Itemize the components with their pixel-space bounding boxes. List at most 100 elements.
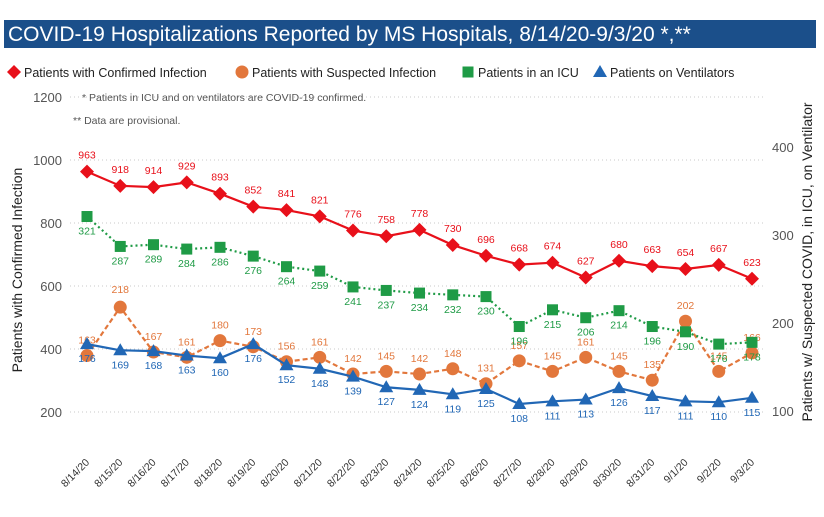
- left-tick-label: 600: [40, 279, 62, 294]
- data-point-patients-in-an-icu: [646, 321, 658, 333]
- data-point-patients-with-confirmed-infection: [678, 261, 693, 276]
- data-label-patients-on-ventilators: 160: [211, 367, 229, 379]
- data-label-patients-with-suspected-infection: 131: [477, 363, 495, 375]
- data-label-patients-with-confirmed-infection: 674: [544, 241, 562, 253]
- data-label-patients-on-ventilators: 152: [278, 374, 296, 386]
- data-label-patients-with-confirmed-infection: 893: [211, 172, 229, 184]
- legend: Patients with Confirmed Infection Patient…: [7, 65, 734, 80]
- data-point-patients-with-confirmed-infection: [645, 259, 660, 274]
- data-point-patients-with-suspected-infection: [679, 314, 692, 328]
- left-axis-ticks: 200 400 600 800 1000 1200: [33, 90, 62, 420]
- data-label-patients-with-confirmed-infection: 667: [710, 243, 728, 255]
- data-label-patients-in-an-icu: 289: [145, 254, 163, 266]
- data-point-patients-on-ventilators: [80, 337, 94, 350]
- data-label-patients-with-confirmed-infection: 654: [677, 247, 695, 259]
- data-point-patients-with-confirmed-infection: [80, 164, 94, 179]
- data-label-patients-in-an-icu: 241: [344, 296, 362, 308]
- data-point-patients-on-ventilators: [379, 380, 394, 393]
- data-label-patients-with-suspected-infection: 145: [710, 350, 728, 362]
- x-tick-label: 8/19/20: [225, 457, 258, 490]
- data-point-patients-on-ventilators: [213, 351, 227, 364]
- data-label-patients-with-confirmed-infection: 668: [510, 243, 528, 255]
- data-point-patients-in-an-icu: [680, 326, 691, 338]
- data-point-patients-on-ventilators: [479, 382, 493, 394]
- data-point-patients-on-ventilators: [512, 396, 527, 409]
- data-point-patients-on-ventilators: [711, 395, 726, 408]
- x-tick-label: 8/25/20: [425, 457, 458, 490]
- data-label-patients-with-confirmed-infection: 680: [610, 239, 628, 251]
- data-label-patients-with-suspected-infection: 145: [610, 350, 628, 362]
- title-bar: COVID-19 Hospitalizations Reported by MS…: [0, 0, 824, 50]
- data-label-patients-with-confirmed-infection: 776: [344, 209, 362, 221]
- data-point-patients-on-ventilators: [578, 392, 593, 405]
- x-tick-label: 8/23/20: [358, 457, 391, 490]
- data-label-patients-on-ventilators: 139: [344, 386, 362, 398]
- left-tick-label: 400: [40, 342, 62, 357]
- data-point-patients-on-ventilators: [179, 348, 194, 361]
- data-label-patients-in-an-icu: 284: [178, 258, 196, 270]
- data-point-patients-in-an-icu: [347, 281, 359, 293]
- data-label-patients-in-an-icu: 321: [78, 226, 96, 238]
- series-patients-in-an-icu: 321 287 289 284 286 276 264 259 241 237 234 232 230 1…: [78, 211, 761, 365]
- title-background: [4, 20, 816, 48]
- data-point-patients-with-suspected-infection: [612, 364, 626, 378]
- data-label-patients-with-suspected-infection: 173: [244, 326, 262, 338]
- data-label-patients-with-suspected-infection: 167: [145, 331, 163, 343]
- data-point-patients-with-confirmed-infection: [346, 223, 360, 238]
- x-tick-label: 8/30/20: [591, 457, 624, 490]
- data-point-patients-on-ventilators: [279, 358, 294, 371]
- data-label-patients-with-suspected-infection: 161: [178, 336, 196, 348]
- data-point-patients-in-an-icu: [513, 321, 525, 333]
- data-point-patients-with-suspected-infection: [446, 362, 460, 376]
- data-label-patients-with-suspected-infection: 148: [444, 348, 462, 360]
- data-point-patients-in-an-icu: [181, 243, 193, 255]
- data-point-patients-with-confirmed-infection: [545, 255, 560, 270]
- series-patients-with-suspected-infection: 163 218 167 161 180 173 156 161 142 145 142 148 131 1…: [78, 284, 761, 391]
- data-label-patients-with-confirmed-infection: 758: [377, 214, 395, 226]
- data-point-patients-with-confirmed-infection: [445, 238, 460, 253]
- right-axis-ticks: 100 200 300 400: [772, 140, 794, 419]
- data-point-patients-with-suspected-infection: [512, 354, 526, 368]
- legend-label-patients-in-an-icu: Patients in an ICU: [478, 66, 579, 80]
- data-label-patients-in-an-icu: 237: [377, 299, 395, 311]
- legend-marker-patients-in-an-icu: [462, 66, 474, 78]
- right-tick-label: 100: [772, 404, 794, 419]
- legend-label-patients-on-ventilators: Patients on Ventilators: [610, 66, 734, 80]
- x-axis-ticks: 8/14/20 8/15/20 8/16/20 8/17/20 8/18/20 8/19/…: [59, 457, 757, 490]
- data-label-patients-with-suspected-infection: 161: [311, 336, 329, 348]
- data-label-patients-in-an-icu: 196: [643, 336, 661, 348]
- data-label-patients-on-ventilators: 110: [710, 411, 727, 423]
- legend-marker-patients-with-suspected-infection: [235, 65, 249, 79]
- data-label-patients-on-ventilators: 117: [644, 405, 661, 417]
- data-label-patients-with-suspected-infection: 202: [677, 300, 695, 312]
- x-tick-label: 8/21/20: [292, 457, 325, 490]
- data-label-patients-with-confirmed-infection: 663: [643, 244, 661, 256]
- data-point-patients-on-ventilators: [146, 344, 161, 357]
- data-label-patients-with-confirmed-infection: 918: [111, 164, 129, 176]
- data-point-patients-in-an-icu: [713, 338, 725, 350]
- data-point-patients-on-ventilators: [312, 361, 327, 374]
- right-tick-label: 200: [772, 316, 794, 331]
- data-label-patients-in-an-icu: 206: [577, 327, 595, 339]
- data-label-patients-on-ventilators: 148: [311, 378, 329, 390]
- x-tick-label: 8/16/20: [125, 457, 158, 490]
- data-point-patients-with-confirmed-infection: [246, 199, 261, 214]
- data-label-patients-with-confirmed-infection: 627: [577, 255, 595, 267]
- data-point-patients-with-confirmed-infection: [279, 203, 294, 218]
- x-tick-label: 9/3/20: [728, 457, 757, 486]
- data-label-patients-on-ventilators: 119: [444, 403, 461, 415]
- x-tick-label: 8/29/20: [558, 457, 591, 490]
- data-label-patients-in-an-icu: 287: [111, 255, 129, 267]
- x-tick-label: 9/2/20: [695, 457, 724, 486]
- data-point-patients-with-suspected-infection: [313, 350, 327, 364]
- data-point-patients-with-suspected-infection: [546, 364, 559, 378]
- data-label-patients-with-suspected-infection: 156: [278, 341, 296, 353]
- data-label-patients-in-an-icu: 232: [444, 304, 462, 316]
- data-label-patients-with-confirmed-infection: 778: [411, 208, 429, 220]
- x-tick-label: 8/24/20: [391, 457, 424, 490]
- data-point-patients-in-an-icu: [480, 291, 492, 303]
- data-label-patients-on-ventilators: 113: [577, 409, 594, 421]
- data-point-patients-with-suspected-infection: [213, 334, 227, 348]
- data-point-patients-in-an-icu: [114, 240, 126, 252]
